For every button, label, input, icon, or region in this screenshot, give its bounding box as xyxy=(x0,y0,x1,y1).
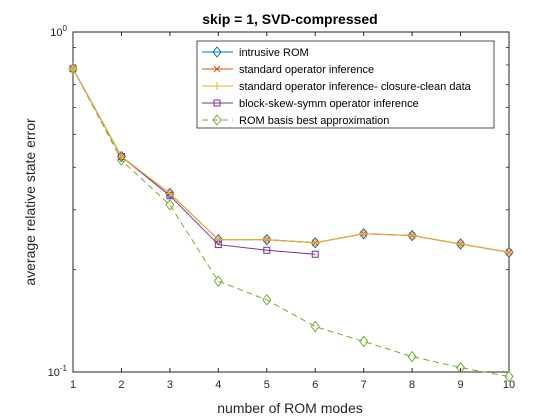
data-point xyxy=(165,189,174,198)
data-point xyxy=(455,361,466,374)
data-point xyxy=(213,275,223,287)
series-line xyxy=(72,68,510,253)
legend-label: block-skew-symm operator inference xyxy=(239,98,419,110)
data-point xyxy=(213,65,221,73)
y-tick-label: 10-1 xyxy=(48,364,68,379)
legend-item: ROM basis best approximation xyxy=(202,114,389,127)
chart-title: skip = 1, SVD-compressed xyxy=(202,11,377,27)
legend-item: intrusive ROM xyxy=(202,46,309,59)
data-point xyxy=(504,370,514,383)
data-point xyxy=(310,320,320,333)
x-tick-label: 6 xyxy=(312,379,318,391)
data-point xyxy=(262,233,272,246)
legend-label: standard operator inference xyxy=(239,64,374,76)
data-point xyxy=(407,229,417,242)
x-tick-label: 1 xyxy=(70,379,76,391)
legend-label: ROM basis best approximation xyxy=(239,115,389,127)
data-point xyxy=(359,227,369,240)
legend: intrusive ROM standard operator inference… xyxy=(196,40,495,129)
data-point xyxy=(214,235,223,244)
data-point xyxy=(262,294,272,306)
data-point xyxy=(359,335,369,348)
data-point xyxy=(69,64,77,73)
x-tick-label: 4 xyxy=(215,379,221,391)
data-point xyxy=(68,62,78,75)
data-point xyxy=(212,114,222,126)
data-point xyxy=(212,46,222,58)
data-point xyxy=(505,248,513,257)
data-point xyxy=(408,231,417,240)
x-tick-label: 5 xyxy=(264,379,270,391)
data-point xyxy=(213,99,221,107)
x-tick-label: 8 xyxy=(409,379,415,391)
legend-label: standard operator inference- closure-cle… xyxy=(239,81,472,93)
legend-item: block-skew-symm operator inference xyxy=(202,98,419,110)
data-point xyxy=(456,239,465,248)
data-point xyxy=(455,238,466,250)
series-line xyxy=(72,68,510,377)
x-tick-label: 10 xyxy=(503,379,515,391)
x-axis-ticks: 1 2 3 4 5 6 7 8 9 10 xyxy=(70,32,515,391)
x-tick-label: 9 xyxy=(457,379,463,391)
data-point xyxy=(407,350,417,363)
data-point xyxy=(359,229,368,238)
series-layer xyxy=(68,62,514,383)
x-axis-label: number of ROM modes xyxy=(217,400,363,416)
data-point xyxy=(117,152,126,161)
legend-item: standard operator inference xyxy=(202,64,374,76)
data-point xyxy=(504,246,514,259)
data-point xyxy=(262,235,271,244)
data-point xyxy=(263,246,271,254)
data-point xyxy=(311,250,319,258)
data-point xyxy=(165,199,175,211)
x-tick-label: 7 xyxy=(361,379,367,391)
data-point xyxy=(213,82,221,90)
y-axis-ticks: 100 10-1 xyxy=(48,24,509,379)
x-tick-label: 3 xyxy=(167,379,173,391)
legend-item: standard operator inference- closure-cle… xyxy=(202,81,472,93)
y-axis-label: average relative state error xyxy=(22,118,38,286)
legend-label: intrusive ROM xyxy=(239,47,309,59)
data-point xyxy=(310,236,320,249)
legend-box xyxy=(196,40,495,129)
y-tick-label: 100 xyxy=(50,24,67,39)
x-tick-label: 2 xyxy=(118,379,124,391)
series-standard-operator-inference-closure-clean-data xyxy=(69,64,513,257)
data-point xyxy=(311,238,320,247)
